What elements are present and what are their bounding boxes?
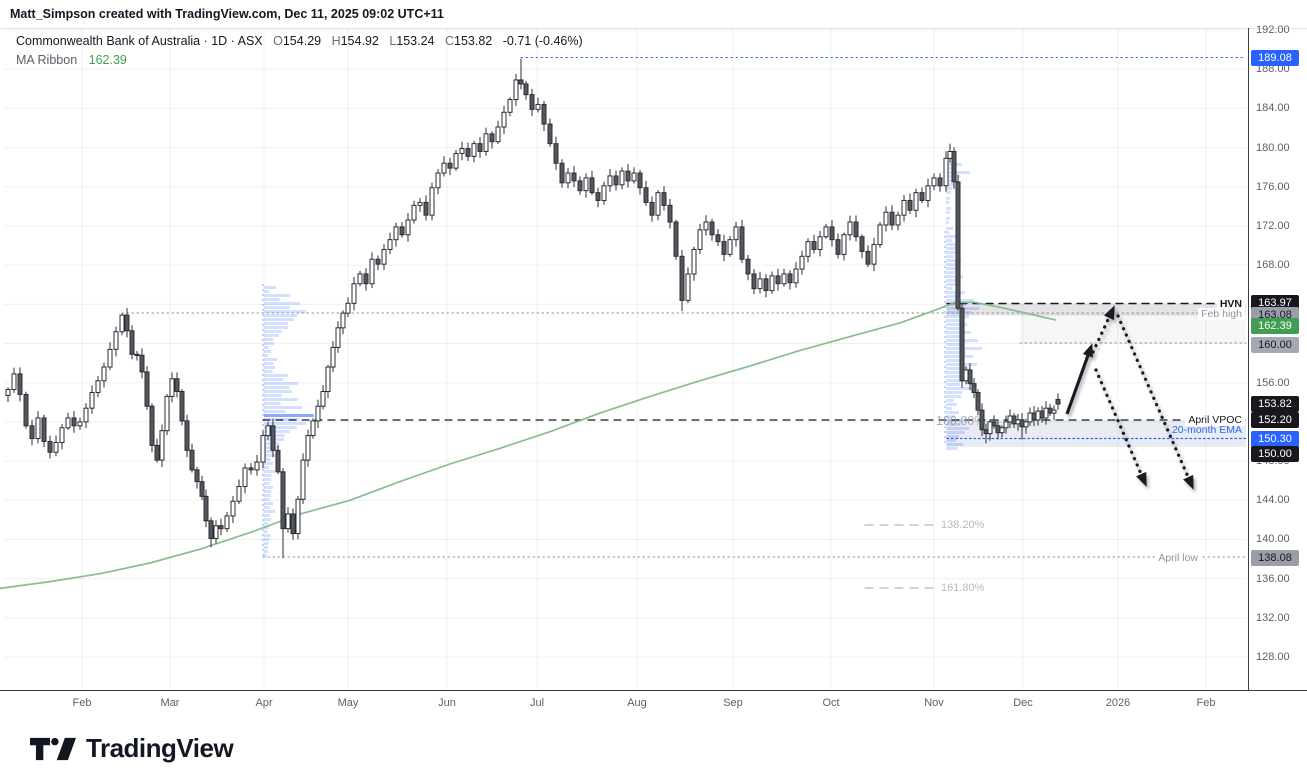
ohlc-low-label: L — [389, 34, 397, 48]
ma-ribbon-label: MA Ribbon — [16, 53, 78, 67]
time-axis-label: Aug — [627, 697, 647, 709]
symbol-legend: Commonwealth Bank of Australia · 1D · AS… — [16, 34, 583, 67]
legend-row-ma: MA Ribbon 162.39 — [16, 53, 583, 67]
price-badge: 152.20 — [1251, 412, 1299, 428]
price-badge: 160.00 — [1251, 336, 1299, 353]
time-axis-border — [0, 690, 1307, 691]
ohlc-high-value: 154.92 — [340, 34, 379, 48]
tradingview-logo[interactable]: TradingView — [30, 733, 234, 764]
ohlc-high-label: H — [331, 34, 341, 48]
price-badge: 189.08 — [1251, 50, 1299, 66]
price-axis-border — [1248, 28, 1249, 690]
time-axis-label: Sep — [723, 697, 743, 709]
level-label: April low — [1155, 551, 1201, 564]
price-tick: 144.00 — [1256, 494, 1290, 507]
ohlc-open-value: 154.29 — [282, 34, 322, 48]
dotted-scenario-arrow-1 — [1094, 368, 1147, 487]
header-divider — [0, 28, 1307, 29]
grid — [4, 28, 1246, 690]
price-tick: 184.00 — [1256, 102, 1290, 115]
ohlc-close-value: 153.82 — [454, 34, 493, 48]
price-tick: 188.00 — [1256, 63, 1290, 76]
time-axis-label: May — [337, 697, 359, 709]
time-axis-label: Jul — [529, 697, 545, 709]
annotation-arrows — [1065, 305, 1194, 490]
level-label: Feb high — [1198, 308, 1245, 320]
symbol-title: Commonwealth Bank of Australia · 1D · AS… — [16, 34, 263, 48]
time-axis-label: Nov — [924, 697, 944, 709]
time-axis-label: Apr — [255, 697, 273, 709]
price-badge: 162.39 — [1251, 318, 1299, 334]
level-label: April VPOC — [1185, 414, 1245, 426]
ohlc-low-value: 153.24 — [396, 34, 435, 48]
legend-row-symbol: Commonwealth Bank of Australia · 1D · AS… — [16, 34, 583, 48]
time-axis-label: Dec — [1013, 697, 1033, 709]
level-lines: 100.00% — [121, 57, 1247, 589]
price-tick: 136.00 — [1256, 572, 1290, 585]
time-axis-label: Jun — [438, 697, 456, 709]
ma-ribbon — [0, 301, 1057, 590]
price-tick: 176.00 — [1256, 180, 1290, 193]
price-badge: 150.30 — [1251, 430, 1299, 447]
fib-label: 161.80% — [941, 582, 985, 594]
attribution-text: Matt_Simpson created with TradingView.co… — [10, 7, 444, 21]
tradingview-logo-text: TradingView — [86, 733, 234, 763]
ohlc-open-label: O — [273, 34, 283, 48]
bullish-solid-arrow — [1065, 343, 1093, 415]
dotted-scenario-arrow-0 — [1091, 305, 1115, 354]
candlestick-series — [5, 58, 1061, 559]
level-label: 20-month EMA — [1171, 424, 1242, 436]
price-badge: 153.82 — [1251, 396, 1299, 412]
ma-ribbon-line — [0, 301, 1057, 590]
fib-label: 138.20% — [941, 519, 985, 531]
ohlc-close-label: C — [445, 34, 455, 48]
change-value: -0.71 (-0.46%) — [502, 34, 583, 48]
ma-ribbon-value: 162.39 — [88, 53, 127, 67]
price-tick: 140.00 — [1256, 533, 1290, 546]
volume-profiles — [262, 163, 982, 557]
price-tick: 156.00 — [1256, 376, 1290, 389]
time-axis-label: Feb — [72, 697, 92, 709]
time-axis-label: Mar — [160, 697, 180, 709]
price-tick: 192.00 — [1256, 24, 1290, 36]
price-tick: 168.00 — [1256, 259, 1290, 272]
price-badge: 138.08 — [1251, 550, 1299, 566]
price-badge: 150.00 — [1251, 445, 1299, 462]
time-axis-label: 2026 — [1105, 697, 1131, 709]
time-axis-label: Oct — [822, 697, 840, 709]
price-tick: 172.00 — [1256, 219, 1290, 232]
tradingview-logo-icon — [30, 737, 76, 760]
fib-100-label: 100.00% — [936, 414, 985, 428]
price-tick: 132.00 — [1256, 611, 1290, 624]
level-label: HVN — [1216, 297, 1245, 310]
price-tick: 128.00 — [1256, 651, 1290, 663]
price-tick: 180.00 — [1256, 141, 1290, 154]
time-axis-label: Feb — [1196, 697, 1216, 709]
